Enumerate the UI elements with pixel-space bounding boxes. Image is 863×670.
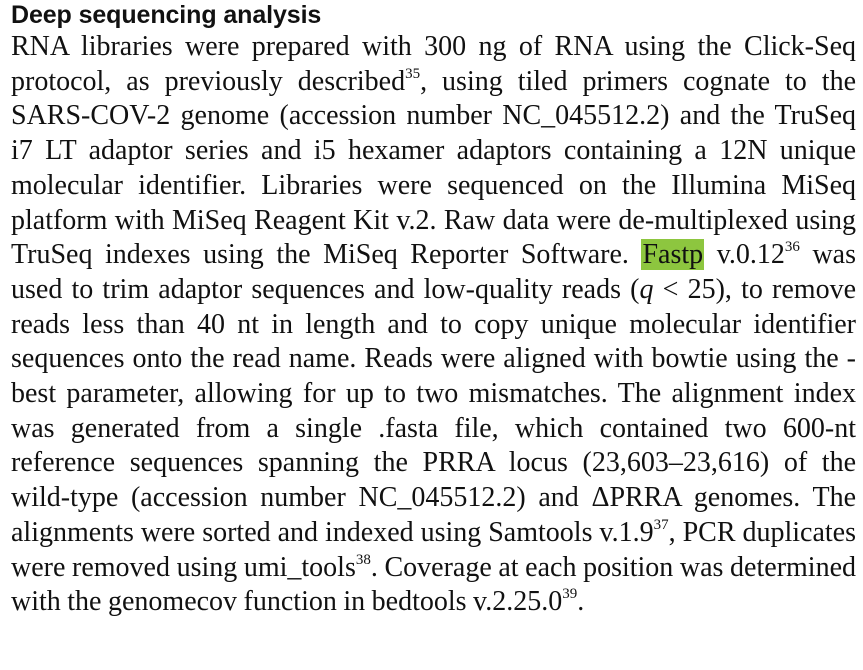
section-heading: Deep sequencing analysis (11, 1, 322, 29)
text-segment: , PCR duplicates were removed using umi_… (11, 516, 856, 583)
text-segment: . (577, 586, 585, 618)
text-segment: , using tiled primers cognate to the SAR… (11, 65, 856, 271)
text-segment: . Coverage at each position was determin… (11, 551, 856, 618)
citation-ref[interactable]: 38 (355, 551, 371, 568)
methods-paragraph: RNA libraries were prepared with 300 ng … (11, 30, 856, 620)
highlighted-term: Fastp (641, 239, 705, 271)
text-segment: was used to trim adaptor sequences and l… (11, 239, 857, 305)
italic-variable: q (639, 273, 654, 305)
text-segment: RNA libraries were prepared with 300 ng … (11, 31, 856, 97)
citation-ref[interactable]: 36 (784, 239, 800, 256)
text-segment: v.0.12 (704, 239, 785, 271)
citation-ref[interactable]: 37 (653, 516, 669, 533)
article-section: Deep sequencing analysis RNA libraries w… (11, 0, 856, 620)
citation-ref[interactable]: 39 (562, 586, 578, 603)
text-segment: < 25), to remove reads less than 40 nt i… (11, 273, 856, 548)
citation-ref[interactable]: 35 (405, 65, 421, 82)
